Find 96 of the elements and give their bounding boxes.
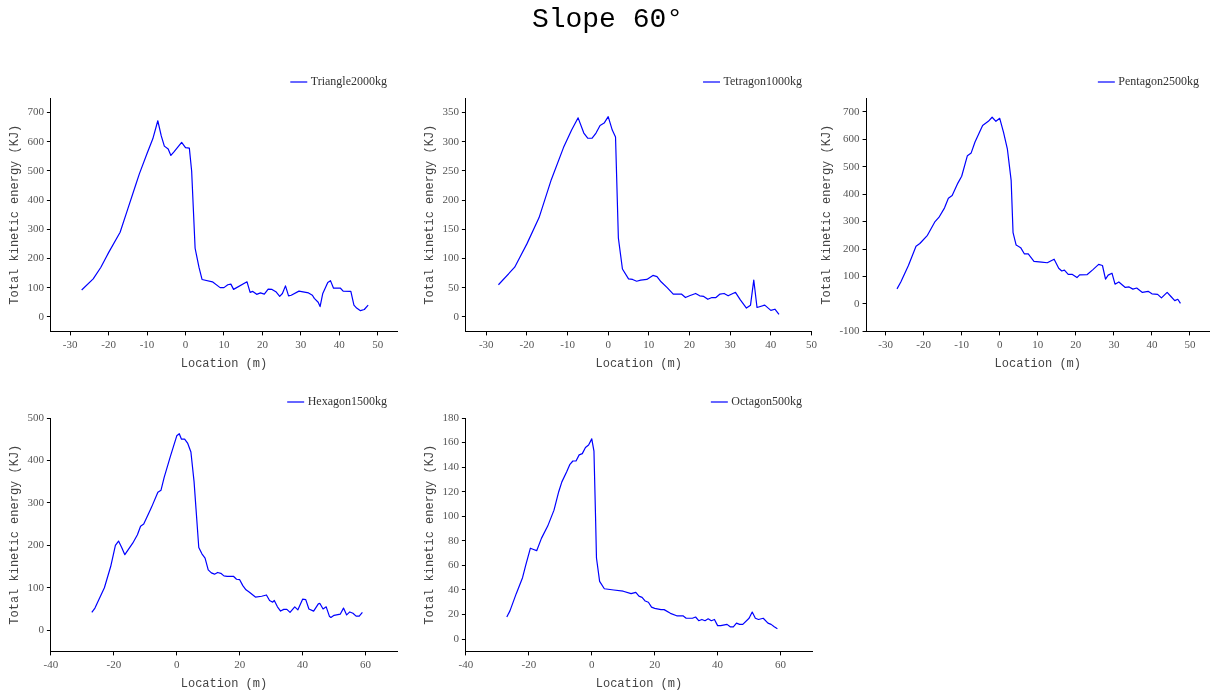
y-tick-label: 160 <box>442 435 460 448</box>
x-tick-label: 10 <box>1032 337 1044 350</box>
x-tick-label: 20 <box>684 337 696 350</box>
y-tick-label: 0 <box>38 309 45 322</box>
y-axis-title: Total kinetic energy (KJ) <box>820 124 835 305</box>
x-tick-label: 20 <box>1070 337 1082 350</box>
x-axis-title: Location (m) <box>994 356 1081 371</box>
x-tick-label: 0 <box>605 337 612 350</box>
x-tick-label: 40 <box>333 337 346 350</box>
x-axis-title: Location (m) <box>595 356 682 371</box>
x-tick-label: -30 <box>478 337 495 350</box>
x-tick-label: 20 <box>649 657 661 670</box>
y-axis-title: Total kinetic energy (KJ) <box>8 124 23 305</box>
x-tick-label: -30 <box>62 337 78 350</box>
legend-label: Triangle2000kg <box>310 74 388 89</box>
legend-label: Octagon500kg <box>731 394 802 409</box>
x-tick-label: 40 <box>297 657 309 670</box>
legend-label: Tetragon1000kg <box>723 74 803 89</box>
x-tick-label: -10 <box>954 337 970 350</box>
x-tick-label: -20 <box>521 657 537 670</box>
y-tick-label: 500 <box>843 159 861 172</box>
y-tick-label: 500 <box>27 410 45 423</box>
y-tick-label: 600 <box>843 132 861 145</box>
y-tick-label: 0 <box>453 632 460 645</box>
x-tick-label: -10 <box>560 337 576 350</box>
x-tick-label: -10 <box>139 337 155 350</box>
y-tick-label: 0 <box>38 623 45 636</box>
y-axis-title: Total kinetic energy (KJ) <box>423 444 438 625</box>
y-tick-label: 300 <box>27 495 45 508</box>
y-tick-label: 200 <box>843 241 861 254</box>
x-axis-title: Location (m) <box>595 676 683 691</box>
x-tick-label: 30 <box>295 337 307 350</box>
y-tick-label: 0 <box>453 309 460 322</box>
y-tick-label: 100 <box>442 251 460 264</box>
y-tick-label: 400 <box>27 453 45 466</box>
y-tick-label: 20 <box>447 607 460 620</box>
x-tick-label: 10 <box>218 337 230 350</box>
x-tick-label: 20 <box>256 337 269 350</box>
x-tick-label: 50 <box>806 337 818 350</box>
y-tick-label: 180 <box>442 410 460 423</box>
legend-label: Hexagon1500kg <box>307 394 388 409</box>
x-tick-label: 40 <box>712 657 724 670</box>
x-tick-label: -40 <box>43 657 59 670</box>
y-tick-label: 100 <box>27 280 45 293</box>
y-tick-label: 400 <box>27 193 45 205</box>
x-tick-label: 0 <box>589 657 595 670</box>
y-tick-label: 200 <box>442 193 460 205</box>
y-tick-label: 300 <box>27 222 45 235</box>
y-tick-label: 600 <box>27 134 45 147</box>
y-tick-label: 300 <box>442 134 460 147</box>
x-tick-label: -20 <box>106 657 122 670</box>
y-axis-title: Total kinetic energy (KJ) <box>423 124 438 305</box>
x-tick-label: 50 <box>372 337 384 350</box>
y-tick-label: 0 <box>854 296 861 309</box>
y-tick-label: 40 <box>447 582 460 595</box>
y-tick-label: 700 <box>843 104 861 117</box>
y-tick-label: 250 <box>442 163 460 176</box>
y-tick-label: 700 <box>27 105 45 118</box>
x-tick-label: -20 <box>519 337 535 350</box>
y-tick-label: 80 <box>447 533 460 546</box>
legend-label: Pentagon2500kg <box>1118 74 1200 89</box>
x-axis-title: Location (m) <box>180 356 268 371</box>
y-axis-title: Total kinetic energy (KJ) <box>8 444 23 625</box>
x-tick-label: 40 <box>765 337 777 350</box>
y-tick-label: 140 <box>442 460 460 473</box>
x-tick-label: 10 <box>643 337 655 350</box>
y-tick-label: 60 <box>447 558 460 571</box>
y-tick-label: 100 <box>843 269 861 282</box>
y-tick-label: 400 <box>843 187 861 199</box>
x-tick-label: 0 <box>182 337 189 350</box>
x-tick-label: 40 <box>1146 337 1158 350</box>
x-axis-title: Location (m) <box>180 676 268 691</box>
y-tick-label: 350 <box>442 105 460 118</box>
x-tick-label: 50 <box>1184 337 1196 350</box>
x-tick-label: 30 <box>724 337 737 350</box>
x-tick-label: 0 <box>174 657 180 670</box>
y-tick-label: 100 <box>442 509 460 522</box>
y-tick-label: -100 <box>839 324 861 337</box>
y-tick-label: 200 <box>27 251 45 264</box>
y-tick-label: 500 <box>27 163 45 176</box>
y-tick-label: 200 <box>27 538 45 551</box>
x-tick-label: 60 <box>360 657 372 670</box>
y-tick-label: 100 <box>27 580 45 593</box>
x-tick-label: -20 <box>916 337 932 350</box>
x-tick-label: 30 <box>1108 337 1120 350</box>
x-tick-label: 0 <box>996 337 1003 350</box>
x-tick-label: -40 <box>458 657 474 670</box>
x-tick-label: 20 <box>234 657 246 670</box>
y-tick-label: 300 <box>843 214 861 227</box>
chart-title: Slope 60° <box>530 4 685 35</box>
y-tick-label: 150 <box>442 222 460 235</box>
y-tick-label: 120 <box>442 484 460 497</box>
x-tick-label: -20 <box>101 337 117 350</box>
y-tick-label: 50 <box>447 280 460 293</box>
x-tick-label: -30 <box>878 337 894 350</box>
x-tick-label: 60 <box>775 657 787 670</box>
